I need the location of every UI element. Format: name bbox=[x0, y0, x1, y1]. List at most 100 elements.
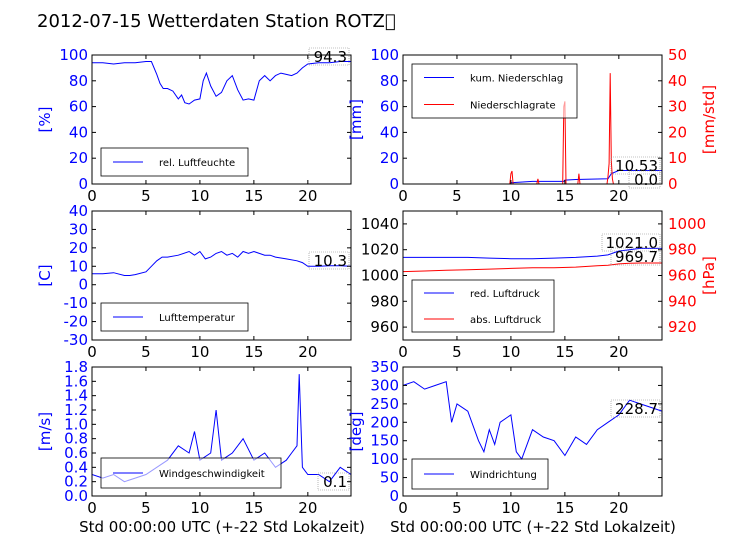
x-tick-label: 5 bbox=[452, 187, 462, 205]
plot-frame bbox=[91, 366, 352, 497]
x-tick-label: 5 bbox=[452, 343, 462, 361]
legend-entry: Lufttemperatur bbox=[159, 313, 236, 324]
legend-entry: abs. Luftdruck bbox=[470, 315, 541, 326]
value-annotation: 94.3 bbox=[314, 48, 347, 66]
legend-box bbox=[411, 63, 578, 119]
value-annotation: 1021.0 bbox=[606, 234, 659, 252]
x-tick-label: 10 bbox=[190, 343, 209, 361]
y-tick-label: 100 bbox=[59, 46, 88, 64]
y-tick-label: 80 bbox=[380, 72, 399, 90]
series-line-1 bbox=[92, 250, 351, 276]
annotation-box bbox=[308, 47, 350, 66]
y-axis-label: [%] bbox=[36, 107, 54, 133]
y-tick-label: 80 bbox=[69, 72, 88, 90]
x-tick-label: 10 bbox=[501, 187, 520, 205]
plot-frame bbox=[402, 54, 663, 185]
legend-entry: red. Luftdruck bbox=[470, 289, 540, 300]
y2-tick-label: 30 bbox=[668, 98, 687, 116]
y-tick-label: 1.2 bbox=[64, 401, 88, 419]
y-tick-label: 10 bbox=[69, 257, 88, 275]
x-tick-label: 20 bbox=[298, 187, 317, 205]
chart-panel-1: 0 5 10 15 20 0 20 40 60 80 100 [%] rel. Luftfeuchte 9… bbox=[36, 46, 352, 205]
y-tick-label: 20 bbox=[69, 149, 88, 167]
chart-panel-4: 0 5 10 15 20 960 980 1000 1020 1040 920 940 960 980 10… bbox=[361, 210, 718, 361]
legend-entry: kum. Niederschlag bbox=[470, 74, 563, 85]
y-tick-label: 100 bbox=[370, 46, 399, 64]
y-tick-label: 960 bbox=[370, 318, 399, 336]
y-tick-label: 1.6 bbox=[64, 372, 88, 390]
y-tick-label: 1.4 bbox=[64, 387, 88, 405]
chart-panel-3: 0 5 10 15 20-30-20-10010203040[C]Lufttempera… bbox=[36, 202, 352, 361]
y2-tick-label: 0 bbox=[668, 175, 678, 193]
y-tick-label: 1000 bbox=[361, 267, 399, 285]
y-tick-label: 0 bbox=[78, 276, 88, 294]
figure-title: 2012-07-15 Wetterdaten Station ROTZ  bbox=[37, 11, 396, 32]
x-axis-label-right: Std 00:00:00 UTC (+-22 Std Lokalzeit) bbox=[390, 518, 676, 536]
x-tick-label: 0 bbox=[398, 499, 408, 517]
y2-tick-label: 980 bbox=[668, 241, 697, 259]
y-tick-label: 100 bbox=[370, 450, 399, 468]
y-tick-label: -10 bbox=[64, 294, 89, 312]
chart-panel-2: 0 5 10 15 20 0 20 40 60 80 100 0 10 20 30 40 50 [mm] [mm/s… bbox=[347, 46, 718, 205]
chart-panel-6: 0 5 10 15 20050100150200250300350[deg]Windri… bbox=[347, 358, 663, 517]
y-tick-label: 0 bbox=[78, 175, 88, 193]
x-tick-label: 0 bbox=[398, 343, 408, 361]
x-tick-label: 5 bbox=[141, 499, 151, 517]
series-line-1 bbox=[403, 381, 662, 461]
x-axis-label-left: Std 00:00:00 UTC (+-22 Std Lokalzeit) bbox=[79, 518, 365, 536]
y2-tick-label: 10 bbox=[668, 149, 687, 167]
series-line-1 bbox=[403, 247, 662, 260]
x-tick-label: 10 bbox=[190, 499, 209, 517]
x-tick-label: 0 bbox=[87, 499, 97, 517]
y-axis-label: [m/s] bbox=[36, 412, 54, 451]
y-tick-label: 980 bbox=[370, 292, 399, 310]
y-tick-label: 300 bbox=[370, 376, 399, 394]
y-axis-label: [mm] bbox=[347, 99, 365, 140]
y-tick-label: 0.0 bbox=[64, 487, 88, 505]
x-tick-label: 20 bbox=[298, 499, 317, 517]
y-tick-label: 20 bbox=[69, 239, 88, 257]
x-tick-label: 15 bbox=[555, 499, 574, 517]
y-tick-label: 1040 bbox=[361, 215, 399, 233]
y-tick-label: 350 bbox=[370, 358, 399, 376]
x-tick-label: 15 bbox=[555, 187, 574, 205]
x-tick-label: 10 bbox=[190, 187, 209, 205]
y2-axis-label: [hPa] bbox=[700, 256, 718, 295]
x-tick-label: 10 bbox=[501, 499, 520, 517]
x-tick-label: 20 bbox=[609, 499, 628, 517]
y-tick-label: 0.4 bbox=[64, 458, 88, 476]
x-tick-label: 20 bbox=[298, 343, 317, 361]
x-tick-label: 15 bbox=[244, 343, 263, 361]
legend-entry: Windrichtung bbox=[470, 470, 537, 481]
plot-frame bbox=[91, 54, 352, 185]
y-tick-label: -20 bbox=[64, 313, 89, 331]
y-tick-label: 1020 bbox=[361, 241, 399, 259]
x-tick-label: 15 bbox=[244, 499, 263, 517]
y-tick-label: 60 bbox=[69, 98, 88, 116]
plot-frame bbox=[91, 210, 352, 341]
series-line-1 bbox=[92, 61, 351, 105]
y-tick-label: 60 bbox=[380, 98, 399, 116]
x-tick-label: 0 bbox=[87, 343, 97, 361]
y2-axis-label: [mm/std] bbox=[700, 85, 718, 154]
y2-tick-label: 20 bbox=[668, 123, 687, 141]
y-tick-label: 200 bbox=[370, 413, 399, 431]
y-tick-label: 20 bbox=[380, 149, 399, 167]
y-tick-label: 1.0 bbox=[64, 415, 88, 433]
x-tick-label: 10 bbox=[501, 343, 520, 361]
value-annotation: 10.3 bbox=[314, 252, 347, 270]
legend-entry: Windgeschwindigkeit bbox=[159, 469, 265, 480]
y-tick-label: 40 bbox=[380, 123, 399, 141]
y-tick-label: 50 bbox=[380, 469, 399, 487]
legend-entry: rel. Luftfeuchte bbox=[159, 158, 235, 169]
x-tick-label: 15 bbox=[555, 343, 574, 361]
annotation-box bbox=[610, 156, 661, 175]
x-tick-label: 15 bbox=[244, 187, 263, 205]
plot-frame bbox=[402, 366, 663, 497]
y2-tick-label: 940 bbox=[668, 292, 697, 310]
x-tick-label: 5 bbox=[141, 343, 151, 361]
value-annotation: 0.0 bbox=[634, 171, 658, 189]
annotation-box bbox=[610, 247, 661, 266]
value-annotation: 0.1 bbox=[323, 473, 347, 491]
